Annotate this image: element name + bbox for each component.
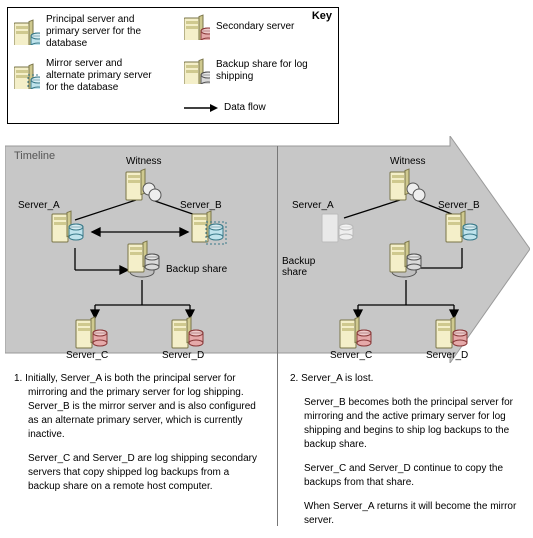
text-right-p3: Server_C and Server_D continue to copy t… (290, 462, 520, 490)
text-left-p1: 1. Initially, Server_A is both the princ… (14, 372, 264, 442)
panel-divider (277, 146, 278, 526)
text-left: 1. Initially, Server_A is both the princ… (14, 372, 264, 504)
label-backup: Backup share (166, 264, 227, 275)
text-right-p2: Server_B becomes both the principal serv… (290, 396, 520, 452)
label-server-c-r: Server_C (330, 350, 372, 361)
label-server-a: Server_A (18, 200, 60, 211)
label-server-d: Server_D (162, 350, 204, 361)
label-server-c: Server_C (66, 350, 108, 361)
server-icon (14, 63, 40, 89)
key-label-secondary: Secondary server (216, 21, 294, 33)
arrow-icon (184, 103, 218, 113)
text-right: 2. Server_A is lost. Server_B becomes bo… (290, 372, 520, 538)
label-witness-r: Witness (390, 156, 426, 167)
label-backup-r: Backupshare (282, 256, 334, 278)
label-witness: Witness (126, 156, 162, 167)
server-icon (184, 58, 210, 84)
key-label-backup: Backup share for log shipping (216, 59, 316, 83)
left-diagram (10, 160, 270, 360)
text-right-p1: 2. Server_A is lost. (290, 372, 520, 386)
server-icon (184, 14, 210, 40)
key-box: Key Principal server and primary server … (7, 7, 339, 124)
label-server-a-r: Server_A (292, 200, 334, 211)
key-label-dataflow: Data flow (224, 102, 266, 114)
label-server-b-r: Server_B (438, 200, 480, 211)
label-server-b: Server_B (180, 200, 222, 211)
key-label-mirror: Mirror server and alternate primary serv… (46, 58, 156, 94)
key-label-principal: Principal server and primary server for … (46, 14, 156, 50)
text-left-p2: Server_C and Server_D are log shipping s… (14, 452, 264, 494)
text-right-p4: When Server_A returns it will become the… (290, 500, 520, 528)
right-panel: Witness Server_A Server_B Backupshare Se… (288, 160, 518, 360)
server-icon (14, 19, 40, 45)
label-server-d-r: Server_D (426, 350, 468, 361)
left-panel: Witness Server_A Server_B Backup share S… (10, 160, 270, 360)
